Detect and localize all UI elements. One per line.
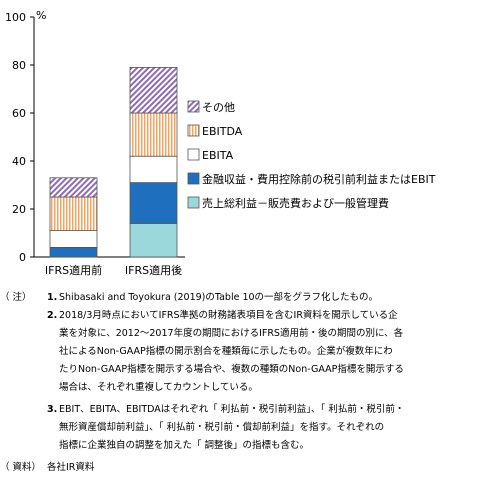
bar-segment bbox=[129, 112, 178, 157]
y-tick-label: 100 bbox=[5, 11, 26, 24]
legend-swatch bbox=[187, 172, 200, 185]
note-2-line-2: 業を対象に、2012～2017年度の期間におけるIFRS適用前・後の期間の別に、… bbox=[59, 328, 404, 339]
legend-swatch bbox=[187, 196, 200, 209]
legend-label: 金融収益・費用控除前の税引前利益またはEBIT bbox=[202, 172, 436, 186]
bars: IFRS適用前 IFRS適用後 bbox=[45, 67, 182, 277]
note-3-line-2: 無形資産償却前利益」、「 利払前・税引前・償却前利益」を指す。それぞれの bbox=[59, 422, 385, 433]
source-label: （ 資料） bbox=[0, 462, 42, 473]
axes: 0 20 40 60 80 100% bbox=[5, 9, 185, 264]
note-3-line-3: 指標に企業独自の調整を加えた「 調整後」の指標も含む。 bbox=[59, 440, 310, 451]
note-1-number: 1. bbox=[47, 292, 58, 303]
legend-swatch bbox=[187, 124, 200, 137]
x-tick-label: IFRS適用後 bbox=[125, 263, 182, 277]
note-2-line-3: 社によるNon-GAAP指標の開示割合を種類毎に示したもの。企業が複数年にわ bbox=[59, 346, 393, 357]
source-text: 各社IR資料 bbox=[47, 462, 95, 473]
legend-label: EBITDA bbox=[202, 125, 243, 138]
bar-segment bbox=[49, 196, 98, 231]
bar-segment bbox=[129, 155, 178, 183]
bar-segment bbox=[129, 222, 178, 258]
note-1-text: Shibasaki and Toyokura (2019)のTable 10の一… bbox=[59, 292, 379, 303]
y-tick-label: 80 bbox=[12, 59, 26, 72]
note-label: （ 注） bbox=[0, 292, 32, 303]
note-3-number: 3. bbox=[47, 404, 58, 415]
note-2-number: 2. bbox=[47, 310, 58, 321]
note-2-line-1: 2018/3月時点においてIFRS準拠の財務諸表項目を含むIR資料を開示している… bbox=[59, 310, 398, 321]
bar-segment bbox=[49, 246, 98, 258]
legend-label: EBITA bbox=[202, 149, 234, 162]
legend-label: その他 bbox=[202, 101, 235, 114]
note-3-line-1: EBIT、EBITA、EBITDAはそれぞれ「 利払前・税引前利益」、「 利払前… bbox=[59, 404, 405, 415]
legend-swatch bbox=[187, 148, 200, 161]
note-2-line-4: たりNon-GAAP指標を開示する場合や、複数の種類のNon-GAAP指標を開示… bbox=[59, 364, 404, 375]
y-unit-label: % bbox=[36, 9, 46, 22]
y-tick-label: 40 bbox=[12, 155, 26, 168]
bar-segment bbox=[129, 182, 178, 224]
x-tick-label: IFRS適用前 bbox=[45, 263, 102, 277]
bar-segment bbox=[49, 177, 98, 198]
y-tick-label: 60 bbox=[12, 107, 26, 120]
stacked-bar-chart: 0 20 40 60 80 100% IFRS適用前 IFRS適用後 その他 EBITDA EB… bbox=[5, 9, 436, 277]
legend-swatch bbox=[187, 100, 200, 113]
note-2-line-5: 場合は、それぞれ重複してカウントしている。 bbox=[59, 382, 258, 393]
bar-segment bbox=[129, 67, 178, 114]
y-tick-label: 20 bbox=[12, 203, 26, 216]
y-tick-label: 0 bbox=[19, 251, 26, 264]
legend-label: 売上総利益－販売費および一般管理費 bbox=[202, 196, 389, 210]
bar-segment bbox=[49, 230, 98, 248]
legend: その他 EBITDA EBITA 金融収益・費用控除前の税引前利益またはEBIT 売上総… bbox=[187, 100, 436, 210]
